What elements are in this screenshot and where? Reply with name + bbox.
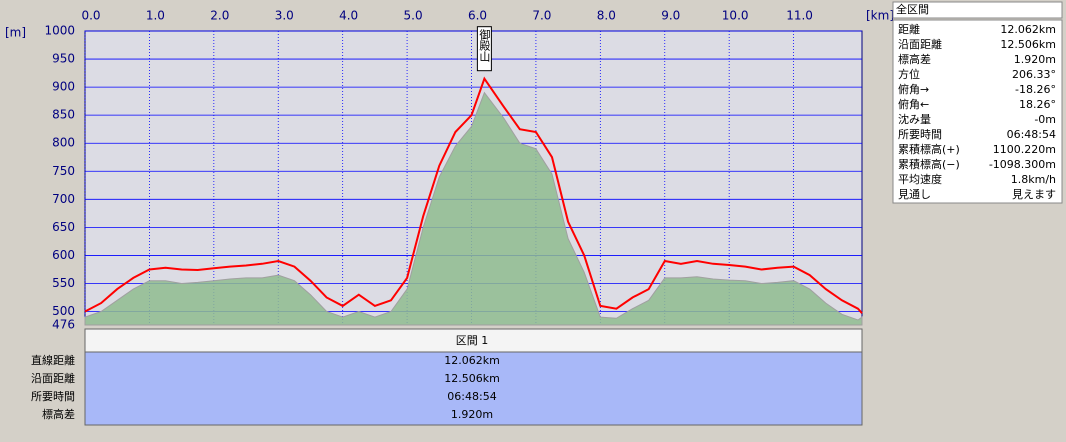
summary-key: 累積標高(−) <box>898 157 960 171</box>
section-label: 直線距離 <box>31 353 75 367</box>
summary-value: -18.26° <box>1015 83 1056 96</box>
annotation: 御殿山 <box>478 27 491 61</box>
summary-key: 沈み量 <box>898 112 931 126</box>
x-tick-label: 3.0 <box>275 9 294 23</box>
annotation-box <box>476 26 492 72</box>
x-tick-label: 1.0 <box>146 9 165 23</box>
summary-value: 1100.220m <box>993 143 1056 156</box>
y-tick-label: 700 <box>52 192 75 206</box>
section-label: 所要時間 <box>31 390 75 403</box>
x-tick-label: 9.0 <box>661 9 680 23</box>
summary-value: -0m <box>1034 113 1056 126</box>
summary-value: 見えます <box>1012 188 1056 201</box>
y-tick-label: 800 <box>52 136 75 150</box>
summary-value: 12.506km <box>1000 38 1056 51</box>
y-axis-label: [m] <box>5 26 26 40</box>
y-tick-label: 750 <box>52 164 75 178</box>
x-axis-label: [km] <box>866 9 894 23</box>
y-tick-label: 500 <box>52 304 75 318</box>
summary-key: 見通し <box>898 188 931 201</box>
route-line <box>84 76 863 314</box>
section-header: 区間 1 <box>456 334 489 347</box>
x-tick-label: 6.0 <box>468 9 487 23</box>
section-label: 沿面距離 <box>31 371 75 385</box>
section-value: 12.506km <box>444 372 500 385</box>
summary-key: 平均速度 <box>898 172 942 186</box>
x-tick-label: 0.0 <box>81 9 100 23</box>
x-tick-label: 4.0 <box>339 9 358 23</box>
x-tick-label: 10.0 <box>722 9 749 23</box>
summary-key: 方位 <box>898 67 920 81</box>
summary-value: 1.8km/h <box>1011 173 1056 186</box>
summary-key: 沿面距離 <box>898 37 942 51</box>
summary-key: 距離 <box>898 22 920 36</box>
y-tick-label: 550 <box>52 276 75 290</box>
y-tick-label: 650 <box>52 220 75 234</box>
summary-value: 1.920m <box>1014 53 1056 66</box>
summary-title-box <box>892 1 1063 19</box>
summary-value: 18.26° <box>1019 98 1056 111</box>
y-tick-label: 850 <box>52 108 75 122</box>
summary-key: 累積標高(+) <box>898 142 960 156</box>
x-tick-label: 7.0 <box>532 9 551 23</box>
x-tick-label: 11.0 <box>786 9 813 23</box>
x-tick-label: 5.0 <box>404 9 423 23</box>
x-tick-label: 2.0 <box>210 9 229 23</box>
summary-key: 標高差 <box>898 52 931 66</box>
y-tick-label: 1000 <box>44 24 75 38</box>
y-tick-label: 900 <box>52 80 75 94</box>
summary-key: 所要時間 <box>898 128 942 141</box>
section-label: 標高差 <box>42 407 75 421</box>
section-value: 06:48:54 <box>447 390 496 403</box>
summary-key: 俯角→ <box>898 82 929 96</box>
summary-value: 12.062km <box>1000 23 1056 36</box>
summary-value: -1098.300m <box>989 158 1056 171</box>
section-value: 1.920m <box>451 408 493 421</box>
x-tick-label: 8.0 <box>597 9 616 23</box>
summary-value: 206.33° <box>1012 68 1056 81</box>
summary-key: 俯角← <box>898 97 929 111</box>
y-tick-label: 600 <box>52 248 75 262</box>
section-value: 12.062km <box>444 354 500 367</box>
summary-value: 06:48:54 <box>1007 128 1056 141</box>
section-table <box>84 351 863 426</box>
summary-table <box>892 19 1063 204</box>
summary-title: 全区間 <box>896 2 929 16</box>
y-tick-label: 950 <box>52 52 75 66</box>
terrain-area <box>84 91 863 326</box>
y-tick-label: 476 <box>52 318 75 332</box>
